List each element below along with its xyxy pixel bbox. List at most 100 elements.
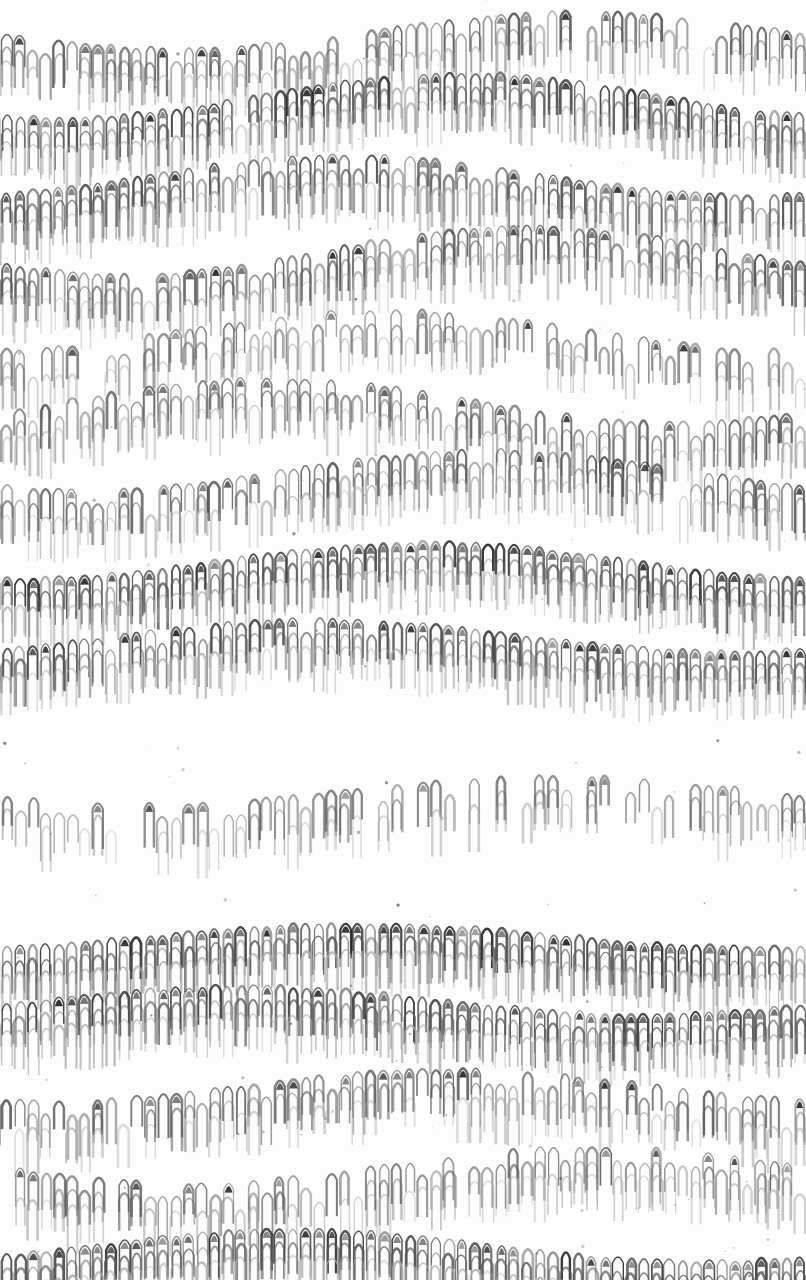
comb-arch <box>664 433 676 482</box>
comb-arch-cap <box>600 942 609 949</box>
comb-arch <box>391 102 404 130</box>
comb-arch <box>678 1012 689 1041</box>
ink-speck <box>94 894 97 897</box>
comb-arch <box>196 508 209 536</box>
comb-arch <box>599 432 611 474</box>
comb-arch <box>703 1166 715 1199</box>
comb-arch <box>364 77 377 109</box>
comb-arch <box>236 348 248 392</box>
comb-arch-cap <box>509 547 519 554</box>
comb-arch <box>495 317 507 348</box>
comb-arch-cap <box>328 1231 335 1238</box>
comb-arch <box>157 185 170 229</box>
comb-arch <box>54 589 64 625</box>
comb-arch <box>651 435 663 477</box>
ink-speck <box>10 1250 12 1252</box>
comb-arch <box>287 922 300 955</box>
comb-arch <box>78 653 92 698</box>
comb-arch <box>520 436 534 465</box>
comb-arch <box>468 461 482 508</box>
comb-arch <box>742 1096 754 1140</box>
comb-arch <box>442 174 455 222</box>
comb-arch <box>104 72 117 116</box>
comb-arch <box>546 1085 559 1125</box>
comb-arch-cap <box>159 111 166 119</box>
comb-arch <box>260 92 273 122</box>
comb-arch <box>92 1176 106 1213</box>
comb-arch <box>287 794 299 835</box>
comb-arch <box>14 219 26 264</box>
ink-speck <box>582 509 586 512</box>
comb-arch-cap <box>419 625 427 633</box>
comb-arch <box>157 410 168 440</box>
comb-arch-cap <box>340 622 349 630</box>
comb-arch <box>781 272 794 307</box>
comb-arch <box>468 177 481 226</box>
comb-arch <box>572 948 586 996</box>
comb-arch <box>378 647 391 679</box>
comb-arch <box>779 413 793 443</box>
comb-arch <box>52 604 65 651</box>
comb-arch <box>260 796 272 831</box>
comb-arch <box>261 926 273 962</box>
comb-arch <box>326 1088 338 1124</box>
comb-arch <box>12 294 27 344</box>
comb-arch <box>1 290 14 336</box>
comb-arch <box>0 484 14 518</box>
comb-arch <box>467 654 481 689</box>
comb-arch-cap <box>3 266 11 273</box>
comb-arch <box>753 573 767 613</box>
comb-arch-cap <box>770 1009 779 1016</box>
comb-arch <box>223 942 235 988</box>
comb-arch <box>532 1160 546 1201</box>
comb-arch <box>130 401 143 440</box>
comb-arch <box>299 115 312 146</box>
comb-arch <box>67 271 79 321</box>
comb-arch <box>287 987 299 1021</box>
comb-arch <box>195 178 208 212</box>
comb-arch <box>727 503 741 537</box>
ink-speck <box>784 540 786 542</box>
comb-arch-cap <box>459 1071 467 1078</box>
comb-arch <box>442 1157 455 1201</box>
comb-arch <box>703 274 715 311</box>
comb-arch <box>546 440 560 469</box>
comb-arch <box>377 1259 391 1280</box>
comb-arch <box>651 562 663 604</box>
comb-arch <box>404 402 417 442</box>
comb-arch <box>598 938 611 986</box>
comb-arch <box>350 107 365 150</box>
comb-arch <box>247 1180 260 1222</box>
comb-arch <box>624 573 637 621</box>
comb-arch <box>469 398 482 439</box>
comb-arch <box>222 279 235 312</box>
comb-arch-cap <box>107 47 114 54</box>
comb-arch <box>624 39 636 86</box>
comb-arch <box>638 1027 651 1073</box>
comb-arch <box>767 589 781 637</box>
comb-arch-cap <box>197 49 206 57</box>
ink-speck <box>237 1132 240 1136</box>
comb-arch-cap <box>472 402 480 409</box>
comb-arch <box>234 1229 246 1262</box>
comb-arch <box>405 1234 417 1267</box>
comb-arch-cap <box>289 158 296 166</box>
comb-arch <box>586 789 597 823</box>
ink-speck <box>432 1127 433 1129</box>
ink-speck <box>577 1253 579 1255</box>
comb-arch <box>690 206 702 245</box>
comb-arch-cap <box>641 945 648 953</box>
comb-arch <box>482 571 493 602</box>
comb-arch <box>131 1018 143 1051</box>
comb-arch <box>14 499 26 537</box>
comb-arch <box>442 540 457 568</box>
comb-arch-cap <box>535 80 544 88</box>
comb-arch <box>405 1162 416 1193</box>
comb-arch <box>209 1087 221 1120</box>
comb-arch <box>599 1146 613 1186</box>
comb-arch-cap <box>536 455 543 462</box>
comb-arch <box>221 336 234 378</box>
comb-arch <box>704 219 716 247</box>
comb-arch <box>144 1000 158 1044</box>
comb-arch <box>248 187 259 221</box>
